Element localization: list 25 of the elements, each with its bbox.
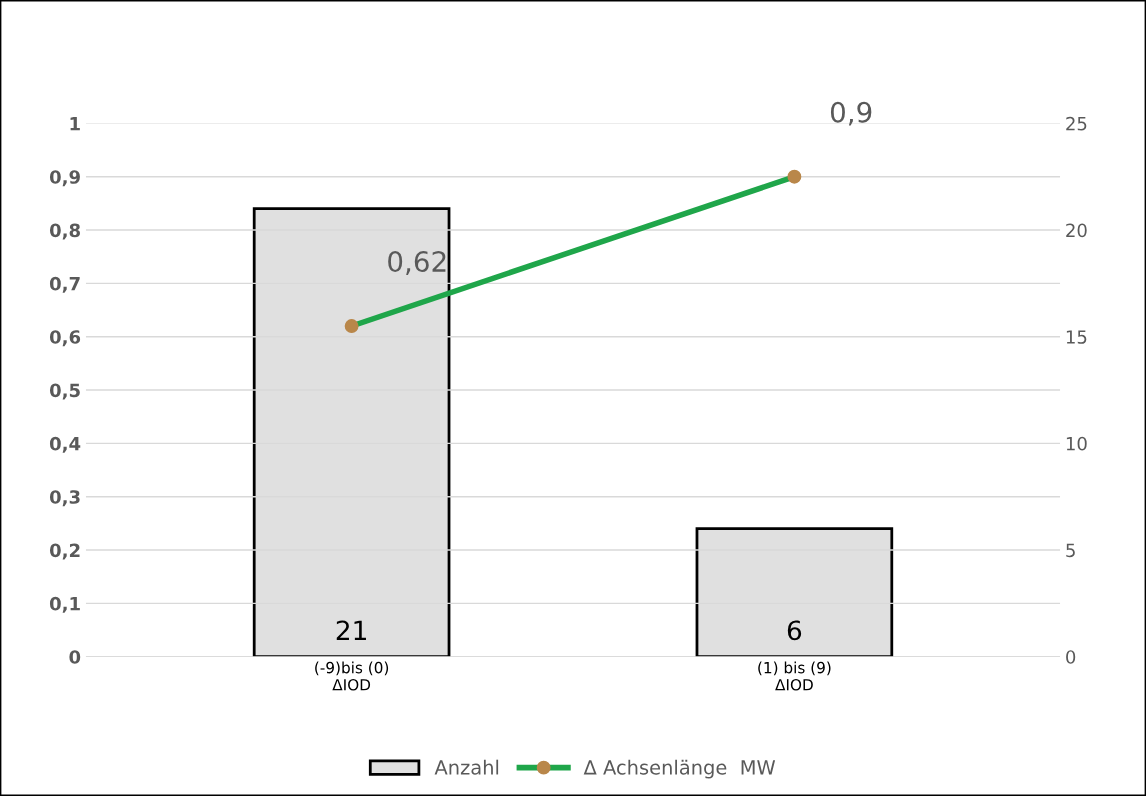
x-tick-label: (1) bis (9) ΔIOD [758,661,831,691]
x-tick-label: (-9)bis (0) ΔIOD [315,661,389,691]
data-label: 6 [787,620,802,641]
data-label: 0,62 [388,251,446,275]
y-tick-label: 0,9 [49,170,80,187]
y2-tick-label: 25 [1066,116,1087,131]
y2-tick-label: 5 [1066,543,1075,558]
y2-tick-label: 20 [1066,223,1087,238]
y-tick-label: 1 [70,117,80,131]
y-tick-label: 0,2 [49,543,80,560]
y-tick-label: 0,1 [49,596,80,613]
y-tick-label: 0 [69,650,81,664]
y2-tick-label: 10 [1066,436,1087,451]
legend-label: Anzahl [434,759,499,775]
y2-tick-label: 0 [1066,650,1076,664]
data-label: 0,9 [830,101,872,126]
legend-label: Δ Achsenlänge MW [583,759,776,779]
y2-tick-label: 15 [1066,330,1087,344]
y-tick-label: 0,4 [49,436,81,453]
data-label: 21 [336,620,366,640]
y-tick-label: 0,8 [49,223,80,240]
y-tick-label: 0,7 [49,276,80,293]
y-tick-label: 0,6 [49,330,81,347]
y-tick-label: 0,3 [49,490,80,507]
y-tick-label: 0,5 [49,383,80,400]
